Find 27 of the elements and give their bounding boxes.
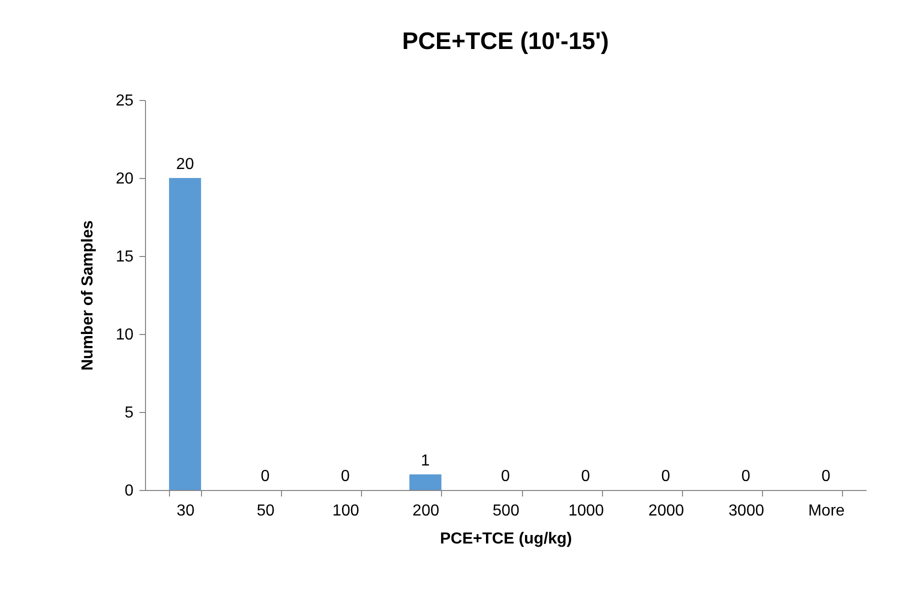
x-tick-label: 2000 bbox=[648, 502, 684, 520]
x-tick-label: 500 bbox=[492, 502, 520, 520]
y-tick-label: 5 bbox=[124, 404, 134, 422]
data-label: 0 bbox=[260, 468, 270, 485]
x-tick-label: 3000 bbox=[728, 502, 764, 520]
y-tick-label: 15 bbox=[116, 248, 134, 266]
data-label: 0 bbox=[501, 468, 510, 485]
x-tick-label: 30 bbox=[176, 502, 195, 520]
x-tick-label: 200 bbox=[412, 502, 440, 520]
y-tick-label: 10 bbox=[116, 326, 134, 344]
y-tick-label: 20 bbox=[116, 170, 134, 188]
data-label: 0 bbox=[581, 468, 590, 485]
chart-title: PCE+TCE (10'-15') bbox=[402, 28, 609, 55]
data-label: 0 bbox=[821, 468, 830, 485]
x-tick-label: 1000 bbox=[568, 502, 604, 520]
y-tick-label: 0 bbox=[124, 482, 134, 500]
data-label: 20 bbox=[176, 156, 194, 173]
x-tick-label: 100 bbox=[332, 502, 360, 520]
y-tick-label: 25 bbox=[116, 92, 134, 110]
data-label: 0 bbox=[741, 468, 750, 485]
y-axis-title: Number of Samples bbox=[80, 220, 97, 371]
data-label: 1 bbox=[420, 452, 430, 470]
x-tick-label: More bbox=[808, 502, 845, 520]
x-axis-title: PCE+TCE (ug/kg) bbox=[440, 530, 572, 548]
x-tick-label: 50 bbox=[256, 502, 275, 520]
data-label: 0 bbox=[340, 468, 350, 485]
data-label: 0 bbox=[661, 468, 670, 485]
